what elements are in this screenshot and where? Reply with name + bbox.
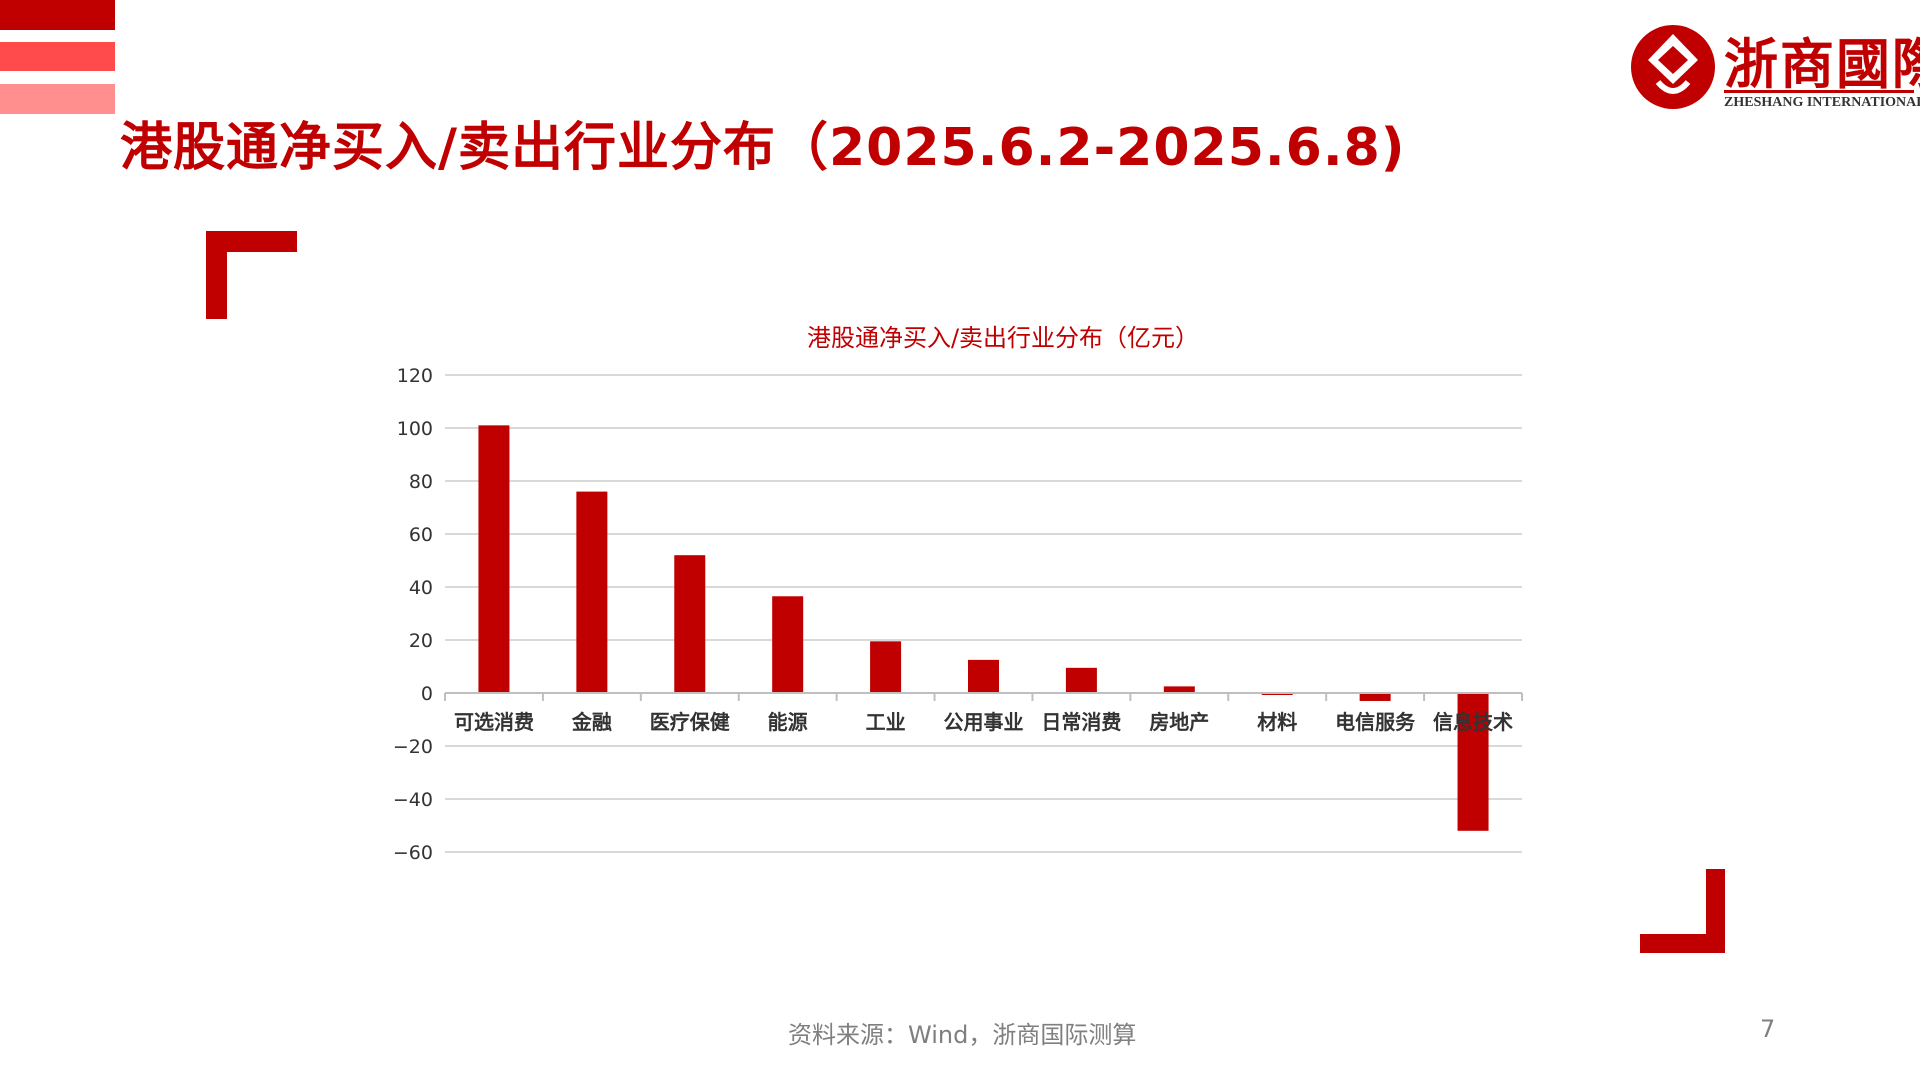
bar-日常消费 [1065,667,1097,693]
corner-bracket-bottom-right-vertical [1706,869,1725,953]
y-tick-label: 60 [409,524,433,546]
x-category-label: 房地产 [1149,710,1209,734]
bar-医疗保健 [674,555,706,693]
y-tick-label: 120 [397,365,433,387]
company-logo: 浙商國際 ZHESHANG INTERNATIONAL [1628,20,1920,120]
page-number: 7 [1760,1015,1776,1043]
page-title: 港股通净买入/卖出行业分布（2025.6.2-2025.6.8) [120,118,1406,178]
bars [478,425,1489,831]
x-category-label: 公用事业 [944,710,1024,734]
bar-可选消费 [478,425,510,693]
bar-房地产 [1163,686,1195,693]
y-tick-label: 40 [409,577,433,599]
x-category-label: 日常消费 [1041,710,1121,734]
corner-bracket-top-left-vertical [206,231,227,319]
corner-bracket-bottom-right-horizontal [1640,934,1725,953]
logo-subtitle: ZHESHANG INTERNATIONAL [1724,90,1920,111]
source-note: 资料来源：Wind，浙商国际测算 [788,1021,1137,1049]
y-axis-ticks: 120 100 80 60 40 20 0 −20 −40 −60 [393,365,433,864]
bar-工业 [870,641,902,693]
y-tick-label: 0 [421,683,433,705]
y-tick-label: −60 [393,842,433,864]
x-category-label: 材料 [1257,710,1297,734]
x-category-label: 医疗保健 [650,710,730,734]
bar-公用事业 [968,659,999,693]
category-labels: 可选消费 金融 医疗保健 能源 工业 公用事业 日常消费 房地产 材料 电信服务 信息技术 [454,710,1513,734]
x-category-label: 金融 [571,710,612,734]
y-tick-label: 100 [397,418,433,440]
x-category-label: 能源 [768,710,808,734]
chart-title-wrap: 港股通净买入/卖出行业分布（亿元） [0,318,1920,353]
corner-bracket-top-left-horizontal [206,231,297,252]
chart-title: 港股通净买入/卖出行业分布（亿元） [806,324,1200,352]
x-category-label: 信息技术 [1433,710,1513,734]
logo-emblem-icon [1631,25,1715,109]
bar-电信服务 [1359,693,1391,701]
y-tick-label: −40 [393,789,433,811]
y-tick-label: 80 [409,471,433,493]
x-category-label: 工业 [866,710,906,734]
top-stripe-light [0,84,115,114]
logo-name: 浙商國際 [1724,32,1920,96]
bar-能源 [772,596,804,693]
x-category-label: 电信服务 [1335,710,1416,734]
bar-信息技术 [1457,693,1489,831]
top-stripe-dark [0,0,115,30]
bar-金融 [576,491,608,693]
top-stripe-mid [0,42,115,71]
x-axis [444,692,1523,701]
y-tick-label: 20 [409,630,433,652]
y-tick-label: −20 [393,736,433,758]
x-category-label: 可选消费 [454,710,534,734]
